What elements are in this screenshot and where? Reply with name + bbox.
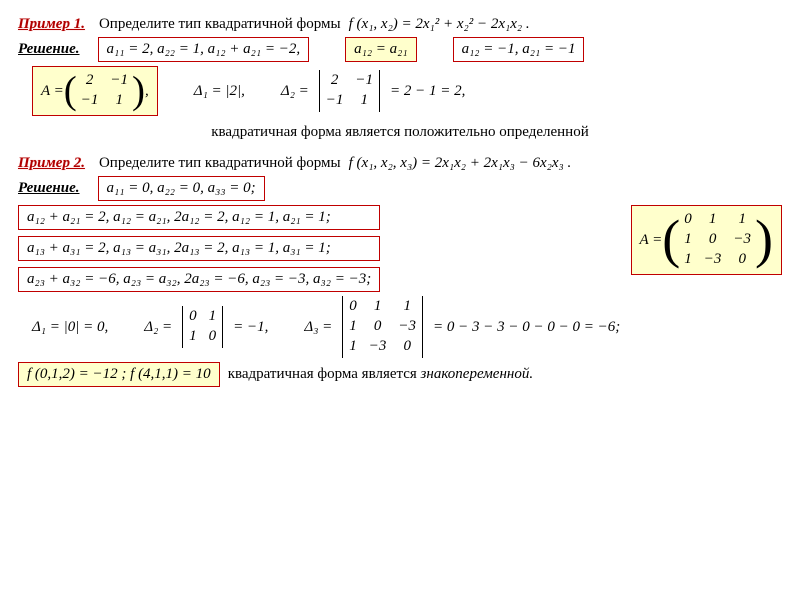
ex2-line13: a₁₃ + a₃₁ = 2, a₁₃ = a₃₁, 2a₁₃ = 2, a₁₃ …	[18, 236, 380, 261]
m: 0	[684, 211, 692, 229]
ex2-deltas: Δ₁ = |0| = 0, Δ₂ = 0 1 1 0 = −1, Δ₃ = 0 …	[32, 296, 782, 358]
ex2-concl-prefix: квадратичная форма является	[228, 366, 421, 382]
ex2-d1: Δ₁ = |0| = 0,	[32, 319, 108, 336]
example2-label: Пример 2.	[18, 155, 85, 172]
d: −3	[369, 338, 387, 356]
ex2-d2-tail: = −1,	[233, 319, 268, 336]
m: −3	[733, 231, 751, 249]
ex2-d3-tail: = 0 − 3 − 3 − 0 − 0 − 0 = −6;	[433, 319, 620, 336]
solution-label-1: Решение.	[18, 41, 80, 58]
d: 0	[189, 308, 197, 326]
example1-prompt: Определите тип квадратичной формы	[99, 16, 341, 33]
ex2-d3-det: 0 1 1 1 0 −3 1 −3 0	[340, 296, 425, 358]
m: −3	[704, 251, 722, 269]
example2-header: Пример 2. Определите тип квадратичной фо…	[18, 155, 782, 172]
ex1-symmetry-box: a₁₂ = a₂₁	[345, 37, 416, 62]
ex2-body: a₁₂ + a₂₁ = 2, a₁₂ = a₂₁, 2a₁₂ = 2, a₁₂ …	[18, 205, 782, 292]
ex2-matrix-box: A = ( 0 1 1 1 0 −3 1 −3 0 )	[631, 205, 782, 275]
d: 0	[349, 298, 357, 316]
m: −1	[110, 72, 128, 90]
d: 1	[209, 308, 217, 326]
ex2-fvals: f (0,1,2) = −12 ; f (4,1,1) = 10	[18, 362, 220, 387]
m: 0	[704, 231, 722, 249]
example2-formula: f (x₁, x₂, x₃) = 2x₁x₂ + 2x₁x₃ − 6x₂x₃ .	[349, 155, 572, 172]
ex1-d1: Δ₁ = |2|,	[194, 83, 245, 100]
m: 1	[684, 251, 692, 269]
d: 1	[349, 318, 357, 336]
m: 2	[81, 72, 99, 90]
d: 1	[398, 298, 416, 316]
ex2-line23: a₂₃ + a₃₂ = −6, a₂₃ = a₃₂, 2a₂₃ = −6, a₂…	[18, 267, 380, 292]
ex2-diag-box: a₁₁ = 0, a₂₂ = 0, a₃₃ = 0;	[98, 176, 265, 201]
example1-matrix-row: A = ( 2 −1 −1 1 ) , Δ₁ = |2|, Δ₂ = 2 −1 …	[32, 66, 782, 116]
ex1-matrix-label: A =	[41, 83, 64, 100]
d: 0	[369, 318, 387, 336]
ex2-d2-det: 0 1 1 0	[180, 306, 225, 348]
m: −1	[81, 92, 99, 110]
ex1-d2-det: 2 −1 −1 1	[317, 70, 382, 112]
ex2-concl-italic: знакопеременной.	[421, 366, 534, 382]
d: 1	[369, 298, 387, 316]
ex2-d3-label: Δ₃ =	[304, 319, 332, 336]
ex2-line12: a₁₂ + a₂₁ = 2, a₁₂ = a₂₁, 2a₁₂ = 2, a₁₂ …	[18, 205, 380, 230]
ex1-d2-tail: = 2 − 1 = 2,	[390, 83, 465, 100]
m: 0	[733, 251, 751, 269]
ex1-matrix-box: A = ( 2 −1 −1 1 ) ,	[32, 66, 158, 116]
ex2-d2-label: Δ₂ =	[144, 319, 172, 336]
m: 1	[684, 231, 692, 249]
d: 1	[349, 338, 357, 356]
ex2-matrix: ( 0 1 1 1 0 −3 1 −3 0 )	[662, 209, 773, 271]
d: 2	[326, 72, 344, 90]
example2-solution-row: Решение. a₁₁ = 0, a₂₂ = 0, a₃₃ = 0;	[18, 176, 782, 201]
ex2-matrix-label: A =	[640, 232, 663, 249]
m: 1	[733, 211, 751, 229]
m: 1	[704, 211, 722, 229]
d: 1	[189, 328, 197, 346]
ex1-matrix: ( 2 −1 −1 1 )	[64, 70, 145, 112]
solution-label-2: Решение.	[18, 180, 80, 197]
ex1-coeffs-box: a₁₁ = 2, a₂₂ = 1, a₁₂ + a₂₁ = −2,	[98, 37, 310, 62]
d: −1	[326, 92, 344, 110]
ex1-d2-label: Δ₂ =	[281, 83, 309, 100]
example1-solution-row: Решение. a₁₁ = 2, a₂₂ = 1, a₁₂ + a₂₁ = −…	[18, 37, 782, 62]
ex2-final-row: f (0,1,2) = −12 ; f (4,1,1) = 10 квадрат…	[18, 362, 782, 387]
d: 1	[355, 92, 373, 110]
example1-label: Пример 1.	[18, 16, 85, 33]
example1-header: Пример 1. Определите тип квадратичной фо…	[18, 16, 782, 33]
d: −1	[355, 72, 373, 90]
d: 0	[398, 338, 416, 356]
d: −3	[398, 318, 416, 336]
example1-formula: f (x₁, x₂) = 2x₁² + x₂² − 2x₁x₂ .	[349, 16, 530, 33]
ex1-conclusion: квадратичная форма является положительно…	[18, 124, 782, 141]
m: 1	[110, 92, 128, 110]
example2-prompt: Определите тип квадратичной формы	[99, 155, 341, 172]
ex1-resolved-box: a₁₂ = −1, a₂₁ = −1	[453, 37, 585, 62]
ex2-conclusion: квадратичная форма является знакоперемен…	[228, 366, 533, 383]
d: 0	[209, 328, 217, 346]
